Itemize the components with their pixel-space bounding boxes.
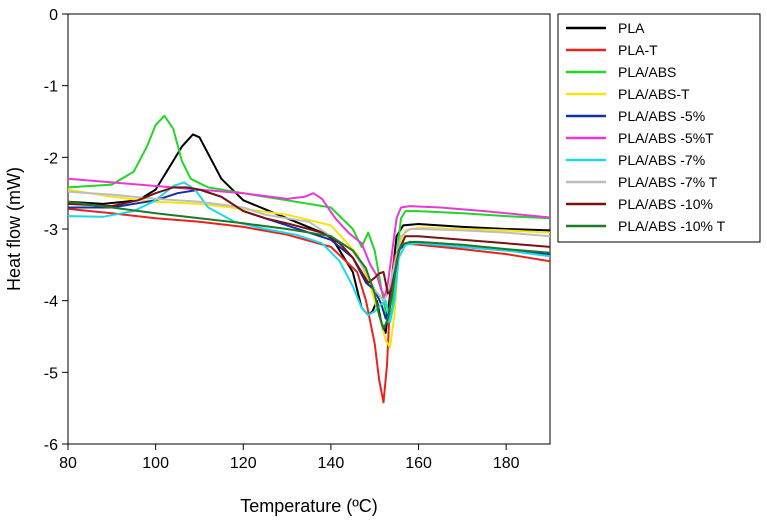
series-line-10 (68, 200, 550, 331)
legend-label: PLA/ABS -7% (618, 152, 705, 168)
y-tick-label: 0 (49, 7, 58, 24)
series-line-8 (68, 190, 550, 302)
y-tick-label: -6 (44, 437, 58, 454)
y-tick-label: -1 (44, 79, 58, 96)
y-axis-ticks: 0 -1 -2 -3 -4 -5 -6 (44, 7, 68, 454)
legend-label: PLA/ABS -5%T (618, 130, 714, 146)
x-tick-label: 100 (142, 455, 169, 472)
x-tick-label: 120 (230, 455, 257, 472)
series-line-1 (68, 133, 550, 334)
x-axis-title: Temperature (ºC) (240, 496, 378, 516)
series-line-7 (68, 181, 550, 324)
series-line-2 (68, 207, 550, 404)
x-axis-ticks: 80 100 120 140 160 180 (59, 444, 520, 472)
series-layer (68, 114, 550, 404)
series-line-6 (68, 177, 550, 299)
legend-label: PLA/ABS -10% T (618, 218, 726, 234)
x-tick-label: 160 (405, 455, 432, 472)
y-axis-title: Heat flow (mW) (4, 167, 24, 291)
y-tick-label: -4 (44, 294, 58, 311)
legend-label: PLA-T (618, 42, 658, 58)
x-tick-label: 140 (318, 455, 345, 472)
legend-label: PLA/ABS (618, 64, 676, 80)
legend-label: PLA (618, 20, 645, 36)
legend-label: PLA/ABS -10% (618, 196, 713, 212)
legend: PLA PLA-T PLA/ABS PLA/ABS-T PLA/ABS -5% PLA/A… (557, 13, 761, 243)
legend-label: PLA/ABS -7% T (618, 174, 718, 190)
y-tick-label: -3 (44, 222, 58, 239)
y-tick-label: -2 (44, 150, 58, 167)
x-tick-label: 80 (59, 455, 77, 472)
legend-label: PLA/ABS-T (618, 86, 690, 102)
series-line-9 (68, 186, 550, 295)
y-tick-label: -5 (44, 365, 58, 382)
series-line-3 (68, 114, 550, 324)
legend-label: PLA/ABS -5% (618, 108, 705, 124)
x-tick-label: 180 (493, 455, 520, 472)
